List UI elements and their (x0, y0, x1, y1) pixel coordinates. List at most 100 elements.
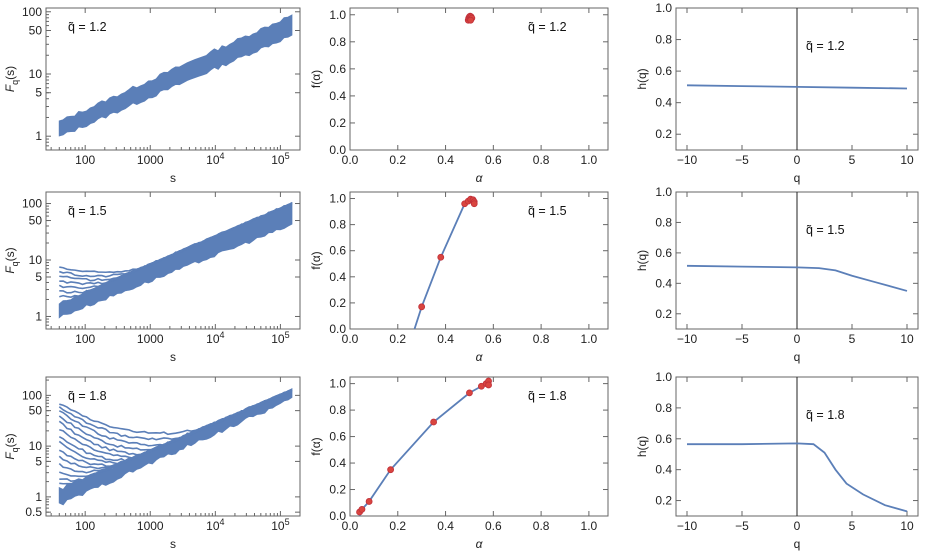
y-tick-label: 1 (35, 490, 42, 504)
panel-f_12: 0.0 0.2 0.4 0.6 0.8 1.0 0.0 0.2 0.4 0.6 0.8 1.0 α f(α… (309, 7, 609, 185)
y-axis-label: h(q) (635, 250, 649, 271)
x-axis-label: s (170, 171, 176, 185)
x-tick-label: 0 (794, 153, 801, 167)
plot-area (356, 377, 492, 516)
x-tick-label: 100 (75, 332, 95, 346)
spectrum-curve (358, 382, 489, 516)
x-tick-label: 0.2 (389, 519, 406, 533)
plot-area (58, 387, 293, 506)
x-tick-label: 1.0 (581, 153, 598, 167)
x-tick-label: 0.0 (342, 153, 359, 167)
x-tick-label: 0.2 (389, 332, 406, 346)
y-tick-label: 0.2 (655, 307, 672, 321)
x-tick-label: 1000 (137, 332, 164, 346)
y-tick-label: 0.8 (655, 33, 672, 47)
y-tick-label: 1 (35, 309, 42, 323)
y-tick-label: 50 (29, 214, 43, 228)
plot-frame (349, 376, 609, 517)
y-tick-label: 5 (35, 86, 42, 100)
plot-area (686, 192, 908, 329)
y-tick-label: 0.4 (329, 270, 346, 284)
y-tick-label: 0.5 (25, 505, 42, 519)
spectrum-point (430, 418, 438, 426)
y-tick-label: 0.2 (655, 494, 672, 508)
y-tick-label: 0.2 (329, 116, 346, 130)
y-tick-label: 50 (29, 24, 43, 38)
x-tick-label: −10 (677, 332, 698, 346)
y-tick-label: 0.0 (329, 143, 346, 157)
x-axis-label: α (476, 537, 484, 551)
q-tilde-annotation: q̃ = 1.8 (68, 389, 107, 403)
y-tick-label: 0.8 (655, 401, 672, 415)
plot-area (413, 195, 478, 329)
y-tick-label: 0.0 (329, 509, 346, 523)
x-axis-label: q (794, 171, 801, 185)
x-tick-label: 5 (849, 332, 856, 346)
y-tick-label: 0.2 (329, 483, 346, 497)
q-tilde-annotation: q̃ = 1.8 (528, 389, 567, 403)
q-tilde-annotation: q̃ = 1.5 (806, 223, 845, 237)
x-tick-label: 1000 (137, 519, 164, 533)
hq-line (686, 84, 908, 90)
plot-area (686, 8, 908, 150)
panel-h_12: −10 −5 0 5 10 0.2 0.4 0.6 0.8 1.0 q h(q) q̃ = 1.2 (635, 1, 919, 185)
x-tick-label: 5 (849, 519, 856, 533)
y-axis-label: Fq(s) (3, 247, 20, 273)
y-tick-label: 50 (29, 404, 43, 418)
q-tilde-annotation: q̃ = 1.2 (806, 39, 845, 53)
x-axis-label: q (794, 350, 801, 364)
panel-Fq_12: 100 1000 104 105 1 5 10 50 100 s Fq(s) q̃ = 1.2 (3, 5, 301, 185)
y-tick-label: 100 (22, 5, 42, 19)
y-tick-label: 10 (29, 439, 43, 453)
x-axis-label: q (794, 537, 801, 551)
y-tick-label: 1.0 (655, 185, 672, 199)
x-tick-label: 1.0 (581, 332, 598, 346)
x-tick-label: 0.8 (533, 332, 550, 346)
y-tick-label: 1.0 (329, 377, 346, 391)
x-tick-label: 0.0 (342, 332, 359, 346)
y-axis-label: Fq(s) (3, 66, 20, 92)
spectrum-point (437, 253, 445, 261)
fq-series-line (59, 390, 293, 485)
panel-h_18: −10 −5 0 5 10 0.2 0.4 0.6 0.8 1.0 q h(q) q̃ = 1.8 (635, 370, 919, 551)
y-tick-label: 0.6 (655, 64, 672, 78)
y-tick-label: 0.6 (329, 62, 346, 76)
x-tick-label: 104 (206, 517, 224, 533)
hq-line (687, 442, 908, 513)
x-tick-label: 10 (900, 153, 914, 167)
y-tick-label: 0.6 (329, 430, 346, 444)
panel-f_15: 0.0 0.2 0.4 0.6 0.8 1.0 0.0 0.2 0.4 0.6 0.8 1.0 α f(α… (309, 191, 609, 364)
y-tick-label: 0.4 (655, 276, 672, 290)
fluctuation-band (58, 14, 293, 137)
x-tick-label: 1.0 (581, 519, 598, 533)
hq-line (686, 264, 908, 292)
x-tick-label: 10 (900, 332, 914, 346)
plot-frame (45, 7, 301, 151)
x-tick-label: 0.2 (389, 153, 406, 167)
y-tick-label: 10 (29, 253, 43, 267)
x-tick-label: 104 (206, 330, 224, 346)
y-tick-label: 10 (29, 67, 43, 81)
x-tick-label: 0.0 (342, 519, 359, 533)
x-tick-label: −10 (677, 153, 698, 167)
q-tilde-annotation: q̃ = 1.5 (68, 204, 107, 218)
x-tick-label: −5 (735, 519, 749, 533)
plot-area (687, 377, 908, 516)
spectrum-point (365, 498, 373, 505)
x-axis-label: s (170, 537, 176, 551)
x-tick-label: 0.8 (533, 519, 550, 533)
x-tick-label: 0.4 (437, 332, 454, 346)
x-tick-label: 10 (900, 519, 914, 533)
spectrum-point (467, 16, 475, 24)
y-axis-label: f(α) (309, 70, 323, 88)
y-axis-label: h(q) (635, 436, 649, 457)
y-tick-label: 0.4 (329, 456, 346, 470)
y-axis-label: Fq(s) (3, 433, 20, 459)
y-axis-label: h(q) (635, 68, 649, 89)
y-tick-label: 5 (35, 270, 42, 284)
y-tick-label: 0.6 (329, 244, 346, 258)
q-tilde-annotation: q̃ = 1.8 (806, 408, 845, 422)
x-tick-label: 5 (849, 153, 856, 167)
spectrum-point (466, 389, 473, 397)
